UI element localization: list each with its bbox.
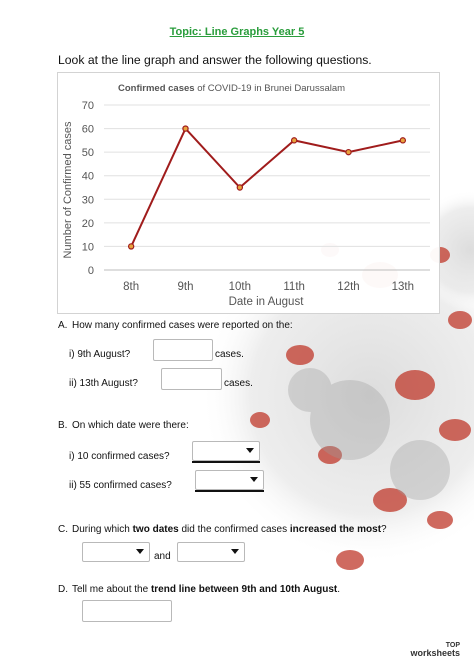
brand-top: TOP [445, 642, 460, 649]
question-c-text-mid: did the confirmed cases [178, 524, 290, 535]
question-b-i-label: i) 10 confirmed cases? [69, 451, 170, 462]
answer-b-i-underline [192, 461, 260, 463]
x-tick-label: 13th [392, 281, 414, 293]
data-point [345, 148, 352, 156]
data-point [127, 243, 135, 250]
question-a-i-suffix: cases. [215, 349, 244, 360]
y-tick-label: 0 [88, 265, 94, 277]
question-b-ii-label: ii) 55 confirmed cases? [69, 480, 172, 491]
chevron-down-icon [246, 448, 254, 453]
series-polyline [130, 126, 404, 247]
question-c-text-pre: During which [72, 524, 133, 535]
question-d-label: D. [58, 584, 68, 595]
x-tick-label: 9th [178, 281, 194, 293]
question-c-text-bold1: two dates [132, 524, 179, 535]
x-axis-ticks: 8th 9th 10th 11th 12th 13th [123, 281, 414, 293]
y-tick-label: 30 [82, 194, 94, 206]
y-tick-label: 20 [82, 218, 94, 230]
series-points [127, 125, 407, 250]
chart-title-rest: of COVID-19 in Brunei Darussalam [195, 83, 346, 94]
question-c-label: C. [58, 524, 68, 535]
question-d-text-pre: Tell me about the [72, 584, 151, 595]
grid-lines [104, 104, 430, 271]
answer-a-ii-input[interactable] [161, 368, 222, 390]
brand-logo: TOP worksheets [410, 642, 460, 658]
question-a-text: How many confirmed cases were reported o… [72, 320, 293, 331]
answer-c-second-dropdown[interactable] [177, 542, 245, 562]
y-axis-ticks: 0 10 20 30 40 50 60 70 [82, 100, 94, 277]
brand-bottom: worksheets [410, 648, 460, 658]
data-point [236, 184, 244, 191]
chevron-down-icon [136, 549, 144, 554]
y-tick-label: 10 [82, 241, 94, 253]
question-a-label: A. [58, 320, 68, 331]
line-chart-svg: Confirmed cases of COVID-19 in Brunei Da… [62, 83, 430, 308]
question-a-i-label: i) 9th August? [69, 349, 131, 360]
x-axis-label: Date in August [229, 296, 305, 308]
x-tick-label: 10th [229, 281, 251, 293]
question-d-text-bold: trend line between 9th and 10th August [150, 584, 338, 595]
answer-b-ii-dropdown[interactable] [195, 470, 264, 490]
y-axis-label: Number of Confirmed cases [62, 121, 74, 258]
topic-title: Topic: Line Graphs Year 5 [169, 26, 305, 38]
question-d-text: Tell me about the trend line between 9th… [72, 584, 340, 595]
chevron-down-icon [250, 477, 258, 482]
data-point [290, 137, 298, 144]
question-c-text-bold2: increased the most [289, 524, 382, 535]
question-b-label: B. [58, 420, 68, 431]
chart-title-bold: Confirmed cases [118, 83, 195, 94]
instruction-text: Look at the line graph and answer the fo… [58, 53, 372, 67]
y-tick-label: 40 [82, 171, 94, 183]
y-tick-label: 70 [82, 100, 94, 112]
line-chart: Confirmed cases of COVID-19 in Brunei Da… [57, 72, 440, 314]
y-tick-label: 60 [82, 124, 94, 136]
question-c-text: During which two dates did the confirmed… [72, 524, 387, 535]
question-c-text-post: ? [381, 524, 387, 535]
question-b-text: On which date were there: [72, 420, 189, 431]
x-tick-label: 11th [283, 281, 305, 293]
question-d-text-post: . [337, 584, 341, 595]
chart-title: Confirmed cases of COVID-19 in Brunei Da… [118, 83, 345, 94]
question-a-ii-label: ii) 13th August? [69, 378, 138, 389]
y-tick-label: 50 [82, 147, 94, 159]
answer-a-i-input[interactable] [153, 339, 213, 361]
x-tick-label: 8th [123, 281, 139, 293]
data-point [182, 125, 189, 132]
series-line [130, 126, 404, 247]
answer-d-input[interactable] [82, 600, 172, 622]
answer-b-i-dropdown[interactable] [192, 441, 260, 461]
data-point [399, 137, 407, 144]
answer-b-ii-underline [195, 490, 264, 492]
question-a-ii-suffix: cases. [224, 378, 253, 389]
chevron-down-icon [231, 549, 239, 554]
answer-c-first-dropdown[interactable] [82, 542, 150, 562]
question-c-and: and [154, 551, 171, 562]
x-tick-label: 12th [337, 281, 359, 293]
